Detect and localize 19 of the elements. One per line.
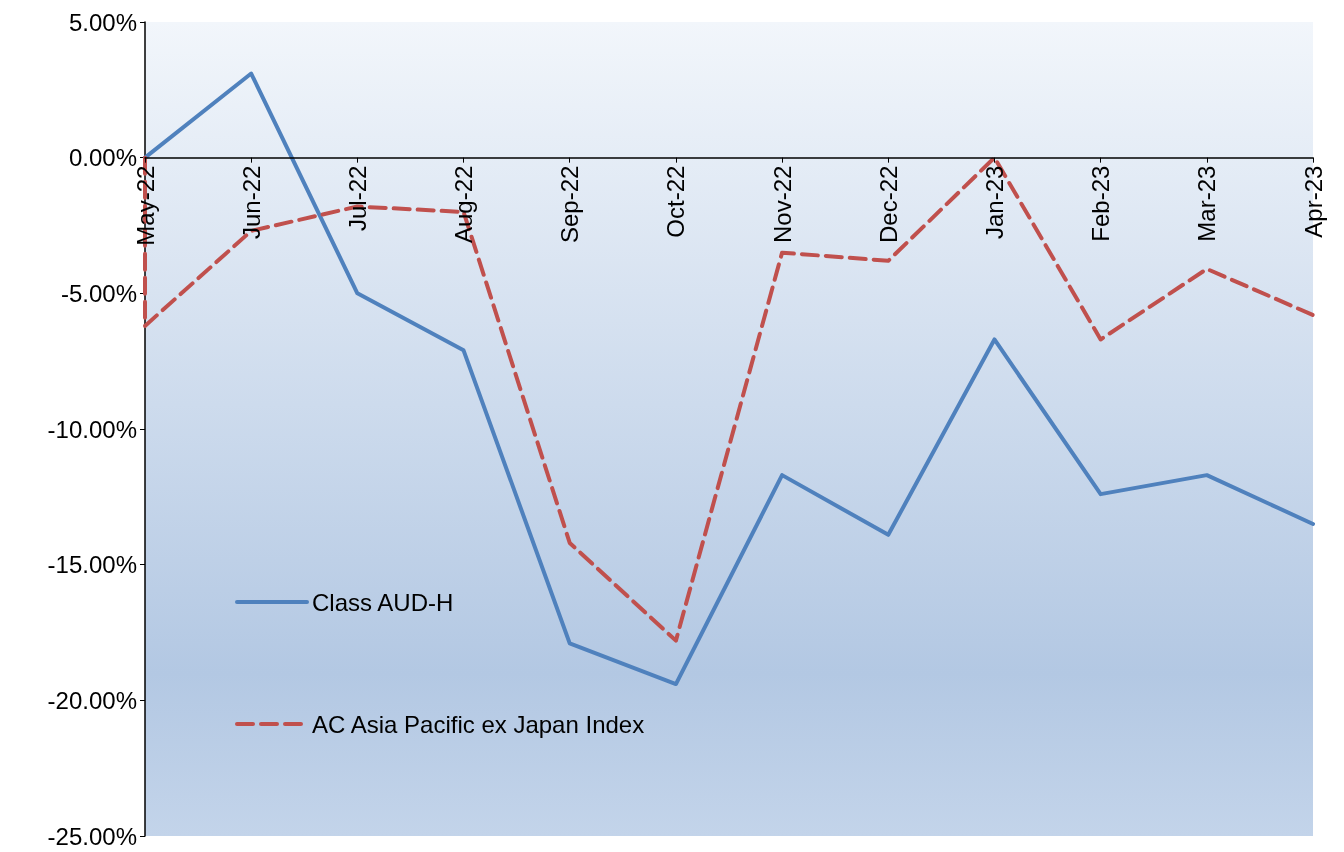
y-tick-label: -15.00% [47, 551, 137, 579]
x-tick-label: Jul-22 [343, 165, 371, 232]
legend-label: Class AUD-H [312, 588, 454, 616]
legend-label: AC Asia Pacific ex Japan Index [312, 710, 645, 738]
y-tick-label: -25.00% [47, 822, 137, 850]
x-tick-label: Feb-23 [1087, 165, 1115, 242]
y-tick-label: 5.00% [68, 8, 137, 36]
x-tick-label: Jun-22 [237, 165, 265, 240]
x-tick-label: Oct-22 [662, 165, 690, 238]
x-tick-label: Dec-22 [874, 165, 902, 244]
x-tick-label: Aug-22 [450, 165, 478, 244]
x-tick-label: Mar-23 [1193, 165, 1221, 242]
y-tick-label: -5.00% [60, 279, 137, 307]
x-tick-label: Nov-22 [768, 165, 796, 244]
x-tick-label: Apr-23 [1299, 165, 1327, 238]
x-tick-label: Sep-22 [556, 165, 584, 244]
x-tick-label: Jan-23 [980, 165, 1008, 240]
y-tick-label: -20.00% [47, 686, 137, 714]
y-tick-label: -10.00% [47, 415, 137, 443]
